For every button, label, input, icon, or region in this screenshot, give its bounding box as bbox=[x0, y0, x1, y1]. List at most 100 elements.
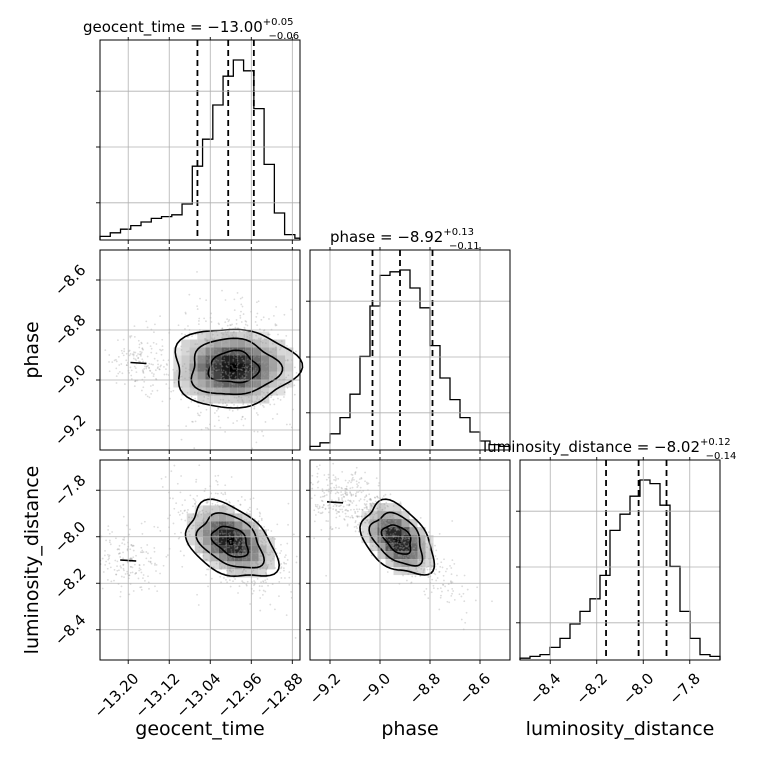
panel-phase-vs-luminosity_distance-sample-212 bbox=[405, 561, 408, 564]
panel-geocent_time-vs-luminosity_distance-sample-95 bbox=[230, 549, 233, 551]
panel-phase-vs-luminosity_distance-sample-380 bbox=[355, 492, 357, 495]
panel-geocent_time-vs-luminosity_distance-density-cell bbox=[210, 529, 219, 538]
panel-geocent_time-vs-phase-sample-181 bbox=[267, 333, 270, 336]
panel-phase-vs-luminosity_distance-sample-805 bbox=[386, 536, 389, 539]
panel-phase-vs-luminosity_distance-sample-782 bbox=[364, 504, 367, 507]
panel-geocent_time-vs-luminosity_distance-sample-183 bbox=[231, 553, 233, 556]
panel-geocent_time-vs-phase-sample-574 bbox=[238, 385, 241, 388]
panel-geocent_time-vs-phase-sample-226 bbox=[180, 349, 183, 351]
panel-phase-vs-luminosity_distance-sample-331 bbox=[460, 595, 463, 598]
panel-geocent_time-vs-luminosity_distance-density-cell bbox=[194, 529, 203, 538]
panel-geocent_time-vs-phase-sample-439 bbox=[271, 342, 274, 345]
panel-geocent_time-vs-luminosity_distance-sample-212 bbox=[246, 562, 249, 565]
panel-phase-vs-luminosity_distance-sample-63 bbox=[368, 498, 371, 501]
panel-geocent_time-vs-luminosity_distance-sample-109 bbox=[243, 543, 246, 546]
panel-geocent_time-vs-luminosity_distance-sample-292 bbox=[190, 516, 193, 519]
panel-geocent_time-vs-phase-sample-573 bbox=[159, 348, 161, 351]
panel-geocent_time-vs-luminosity_distance-sample-562 bbox=[238, 543, 241, 545]
panel-phase-vs-luminosity_distance-sample-34 bbox=[386, 516, 389, 519]
panel-geocent_time-vs-luminosity_distance-sample-691 bbox=[257, 520, 260, 522]
panel-geocent_time-vs-phase-sample-796 bbox=[254, 377, 257, 380]
panel-phase-vs-luminosity_distance-sample-744 bbox=[352, 476, 354, 479]
panel-phase-vs-luminosity_distance-sample-239 bbox=[389, 515, 392, 518]
panel-geocent_time-vs-luminosity_distance-sample-385 bbox=[197, 512, 200, 514]
panel-geocent_time-vs-phase-sample-716 bbox=[233, 396, 236, 399]
panel-geocent_time-vs-luminosity_distance-sample-732 bbox=[103, 554, 106, 557]
panel-geocent_time-vs-phase-sample-485 bbox=[225, 365, 228, 368]
panel-phase-vs-luminosity_distance-sample-785 bbox=[382, 519, 385, 522]
panel-geocent_time-vs-luminosity_distance-sample-560 bbox=[229, 501, 231, 504]
panel-geocent_time-vs-luminosity_distance-sample-640 bbox=[137, 577, 140, 580]
panel-geocent_time-vs-luminosity_distance-sample-554 bbox=[180, 475, 182, 477]
panel-geocent_time-vs-phase-density-cell bbox=[205, 379, 214, 388]
panel-geocent_time-vs-luminosity_distance-sample-639 bbox=[237, 522, 240, 524]
panel-phase-vs-luminosity_distance-sample-855 bbox=[389, 533, 392, 536]
panel-phase-vs-luminosity_distance-sample-52 bbox=[346, 523, 349, 526]
panel-geocent_time-vs-luminosity_distance-sample-285 bbox=[228, 537, 231, 540]
panel-phase-vs-luminosity_distance-sample-426 bbox=[397, 550, 400, 553]
panel-geocent_time-vs-phase-sample-149 bbox=[232, 336, 235, 338]
panel-geocent_time-vs-phase-sample-57 bbox=[277, 333, 279, 336]
panel-phase-vs-luminosity_distance-sample-231 bbox=[355, 480, 358, 483]
panel-geocent_time-vs-phase-sample-606 bbox=[220, 373, 223, 376]
panel-phase-vs-luminosity_distance-sample-651 bbox=[431, 578, 434, 581]
panel-phase-vs-luminosity_distance-sample-349 bbox=[410, 557, 413, 560]
panel-geocent_time-vs-phase-sample-302 bbox=[221, 371, 224, 374]
panel-geocent_time-vs-luminosity_distance-sample-547 bbox=[216, 483, 219, 486]
panel-geocent_time-vs-luminosity_distance-density-cell bbox=[258, 537, 267, 546]
panel-phase-vs-luminosity_distance-sample-692 bbox=[441, 590, 443, 593]
panel-phase-vs-luminosity_distance-sample-751 bbox=[414, 538, 417, 541]
panel-geocent_time-vs-phase-sample-166 bbox=[234, 352, 237, 354]
panel-geocent_time-vs-phase-sample-474 bbox=[140, 342, 143, 345]
panel-geocent_time-vs-luminosity_distance-sample-536 bbox=[215, 537, 218, 540]
panel-geocent_time-vs-luminosity_distance-sample-348 bbox=[237, 526, 240, 528]
panel-geocent_time-vs-phase-sample-423 bbox=[147, 365, 149, 367]
panel-geocent_time-vs-luminosity_distance-sample-743 bbox=[232, 511, 235, 514]
panel-geocent_time-vs-phase-sample-556 bbox=[184, 311, 187, 314]
panel-phase-vs-luminosity_distance-sample-252 bbox=[386, 571, 389, 573]
panel-geocent_time-vs-luminosity_distance-density-cell bbox=[194, 513, 203, 522]
panel-phase-vs-luminosity_distance-sample-318 bbox=[392, 517, 395, 520]
panel-phase-vs-luminosity_distance-sample-830 bbox=[369, 499, 372, 501]
panel-geocent_time-vs-luminosity_distance-sample-617 bbox=[221, 533, 224, 535]
panel-geocent_time-vs-phase-sample-87 bbox=[188, 293, 191, 296]
panel-geocent_time-vs-phase-sample-564 bbox=[259, 350, 262, 353]
panel-phase-vs-luminosity_distance-sample-68 bbox=[394, 545, 397, 548]
panel-geocent_time-vs-phase-density-cell bbox=[237, 339, 246, 348]
panel-phase-vs-luminosity_distance-sample-207 bbox=[375, 477, 378, 480]
panel-geocent_time-vs-luminosity_distance-sample-82 bbox=[211, 515, 214, 518]
panel-geocent_time-vs-luminosity_distance-sample-349 bbox=[205, 501, 208, 504]
panel-phase-vs-luminosity_distance-sample-0 bbox=[397, 537, 400, 539]
panel-phase-vs-luminosity_distance-sample-233 bbox=[399, 540, 402, 542]
panel-phase-vs-luminosity_distance-sample-140 bbox=[367, 521, 370, 524]
panel-geocent_time-vs-luminosity_distance-sample-739 bbox=[220, 568, 223, 570]
panel-geocent_time-vs-phase-sample-106 bbox=[201, 332, 204, 335]
panel-phase-vs-luminosity_distance-sample-551 bbox=[389, 540, 392, 543]
panel-geocent_time-vs-luminosity_distance-sample-843 bbox=[241, 547, 244, 549]
panel-phase-vs-luminosity_distance-sample-59 bbox=[345, 491, 348, 494]
panel-geocent_time-vs-luminosity_distance-sample-876 bbox=[220, 554, 223, 557]
panel-geocent_time-vs-luminosity_distance-sample-208 bbox=[181, 504, 184, 506]
panel-phase-vs-luminosity_distance-sample-119 bbox=[351, 474, 354, 476]
panel-geocent_time-vs-luminosity_distance-sample-600 bbox=[176, 482, 179, 485]
panel-phase-vs-luminosity_distance-sample-440 bbox=[353, 526, 356, 528]
panel-phase-vs-luminosity_distance-sample-653 bbox=[421, 550, 424, 553]
panel-phase-vs-luminosity_distance-sample-96 bbox=[405, 537, 408, 540]
panel-phase-vs-luminosity_distance-sample-564 bbox=[375, 512, 377, 515]
panel-geocent_time-vs-phase-sample-4 bbox=[173, 381, 176, 384]
panel-geocent_time-vs-phase-sample-269 bbox=[272, 398, 275, 401]
panel-geocent_time-vs-phase-density-cell bbox=[237, 395, 246, 404]
panel-geocent_time-vs-phase-sample-743 bbox=[210, 385, 213, 387]
panel-geocent_time-vs-phase-sample-709 bbox=[263, 362, 266, 365]
panel-phase-vs-luminosity_distance-density-cell bbox=[369, 543, 378, 552]
panel-phase-vs-luminosity_distance-sample-313 bbox=[364, 471, 366, 474]
panel-geocent_time-vs-phase-sample-140 bbox=[248, 334, 251, 337]
panel-phase-vs-luminosity_distance-sample-666 bbox=[385, 524, 388, 526]
panel-geocent_time-vs-luminosity_distance-sample-706 bbox=[159, 529, 162, 532]
panel-geocent_time-vs-luminosity_distance-sample-407 bbox=[170, 470, 173, 473]
panel-geocent_time-vs-luminosity_distance-sample-392 bbox=[260, 543, 263, 546]
panel-phase-vs-luminosity_distance-sample-256 bbox=[345, 508, 348, 511]
panel-geocent_time-vs-phase-sample-867 bbox=[232, 354, 235, 357]
panel-phase-vs-luminosity_distance-sample-143 bbox=[363, 506, 366, 509]
panel-geocent_time-vs-phase-density-cell bbox=[253, 363, 262, 372]
